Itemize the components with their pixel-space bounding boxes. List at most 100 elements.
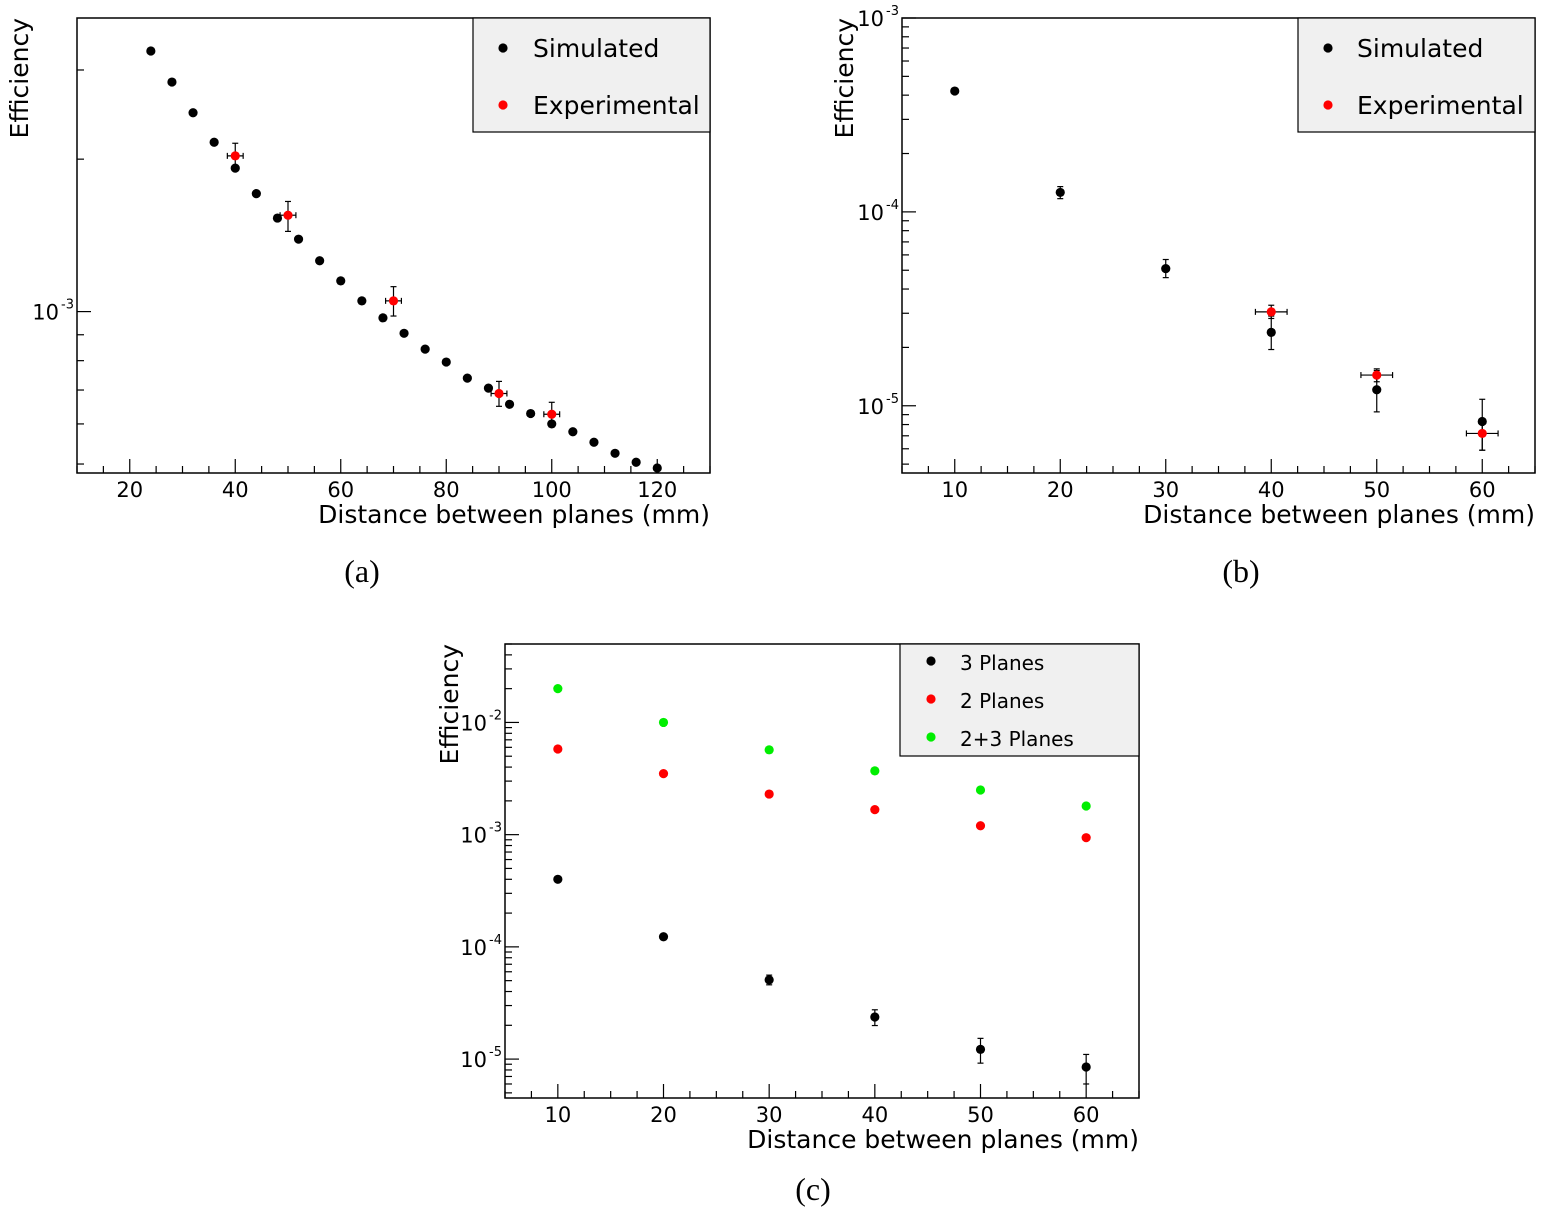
point-marker <box>975 785 986 795</box>
y-tick-exponent: -5 <box>489 1045 502 1060</box>
y-tick-exponent: -5 <box>886 392 899 407</box>
point-marker <box>1161 263 1171 274</box>
x-tick-label: 20 <box>650 1103 677 1127</box>
point-marker <box>1266 307 1276 317</box>
y-axis-title: Efficiency <box>435 644 464 765</box>
point-marker <box>764 975 774 985</box>
point-marker <box>388 296 399 306</box>
data-point <box>504 399 515 409</box>
data-point <box>357 296 367 306</box>
x-tick-label: 50 <box>1363 478 1390 502</box>
series-2-3-planes <box>553 684 1091 811</box>
x-axis-title: Distance between planes (mm) <box>747 1125 1139 1154</box>
series-simulated <box>146 46 662 473</box>
data-point <box>658 717 669 728</box>
point-marker <box>315 256 325 266</box>
point-marker <box>230 151 240 161</box>
legend-entry: 2 Planes <box>960 689 1044 713</box>
point-marker <box>547 409 557 419</box>
point-marker <box>283 210 293 220</box>
y-axis-title: Efficiency <box>830 18 859 139</box>
y-tick-exponent: -2 <box>489 708 502 723</box>
point-marker <box>1372 370 1382 380</box>
data-point <box>336 276 346 286</box>
y-tick-exponent: -3 <box>61 298 74 313</box>
data-point <box>209 137 219 147</box>
series-experimental <box>226 142 561 428</box>
data-point <box>764 789 774 799</box>
data-point <box>975 1037 986 1064</box>
point-marker <box>589 437 599 447</box>
point-marker <box>610 448 620 458</box>
point-marker <box>658 932 669 942</box>
point-marker <box>764 789 774 799</box>
point-marker <box>336 276 346 286</box>
x-axis-title: Distance between planes (mm) <box>318 500 710 529</box>
y-tick-base: 10 <box>460 711 487 735</box>
legend-marker <box>926 694 936 704</box>
data-point <box>1254 304 1288 320</box>
legend-box <box>899 643 1140 757</box>
data-point <box>764 974 774 986</box>
data-point <box>764 745 774 755</box>
panel-caption: (a) <box>344 553 380 589</box>
point-marker <box>975 1044 986 1054</box>
x-tick-label: 20 <box>1047 478 1074 502</box>
data-point <box>553 744 563 754</box>
point-marker <box>378 313 388 323</box>
legend: Simulated Experimental <box>1297 17 1536 133</box>
x-tick-label: 60 <box>1469 478 1496 502</box>
x-tick-label: 40 <box>222 478 249 502</box>
point-marker <box>441 357 451 367</box>
point-marker <box>209 137 219 147</box>
data-point <box>399 328 409 338</box>
legend-entry: 3 Planes <box>960 651 1044 675</box>
y-tick-label: 10 <box>857 7 884 31</box>
x-tick-label: 30 <box>1152 478 1179 502</box>
y-tick-label: 10 <box>460 936 487 960</box>
point-marker <box>652 463 662 473</box>
point-marker <box>631 457 641 467</box>
point-marker <box>1055 187 1065 198</box>
y-tick-label: 10 <box>460 824 487 848</box>
point-marker <box>1266 327 1276 337</box>
data-point <box>870 1009 880 1027</box>
data-point <box>652 463 662 473</box>
data-point <box>315 256 325 266</box>
point-marker <box>950 86 960 96</box>
y-tick-base: 10 <box>857 395 884 419</box>
y-tick-base: 10 <box>857 7 884 31</box>
data-point <box>167 77 177 87</box>
data-point <box>188 108 198 118</box>
x-tick-label: 10 <box>941 478 968 502</box>
data-point <box>631 457 641 467</box>
point-marker <box>553 744 563 754</box>
series-simulated <box>950 86 1487 451</box>
point-marker <box>420 344 430 354</box>
legend-marker <box>1323 100 1333 110</box>
legend-entry: Simulated <box>533 34 659 63</box>
y-tick-label: 10 <box>857 201 884 225</box>
x-tick-label: 20 <box>116 478 143 502</box>
point-marker <box>658 768 669 779</box>
point-marker <box>568 427 578 437</box>
legend-entry: Simulated <box>1357 34 1483 63</box>
point-marker <box>251 189 261 199</box>
data-point <box>226 142 244 169</box>
y-tick-exponent: -4 <box>489 933 502 948</box>
point-marker <box>870 1012 880 1022</box>
legend-marker <box>926 732 936 742</box>
data-point <box>1266 315 1276 351</box>
point-marker <box>399 328 409 338</box>
data-point <box>870 805 880 815</box>
data-point <box>1081 1053 1091 1085</box>
data-point <box>589 437 599 447</box>
x-tick-label: 60 <box>327 478 354 502</box>
data-point <box>462 373 472 383</box>
y-tick-label: 10 <box>460 1048 487 1072</box>
legend-box <box>472 17 711 133</box>
data-point <box>950 86 960 96</box>
data-point <box>658 768 669 779</box>
data-point <box>568 427 578 437</box>
